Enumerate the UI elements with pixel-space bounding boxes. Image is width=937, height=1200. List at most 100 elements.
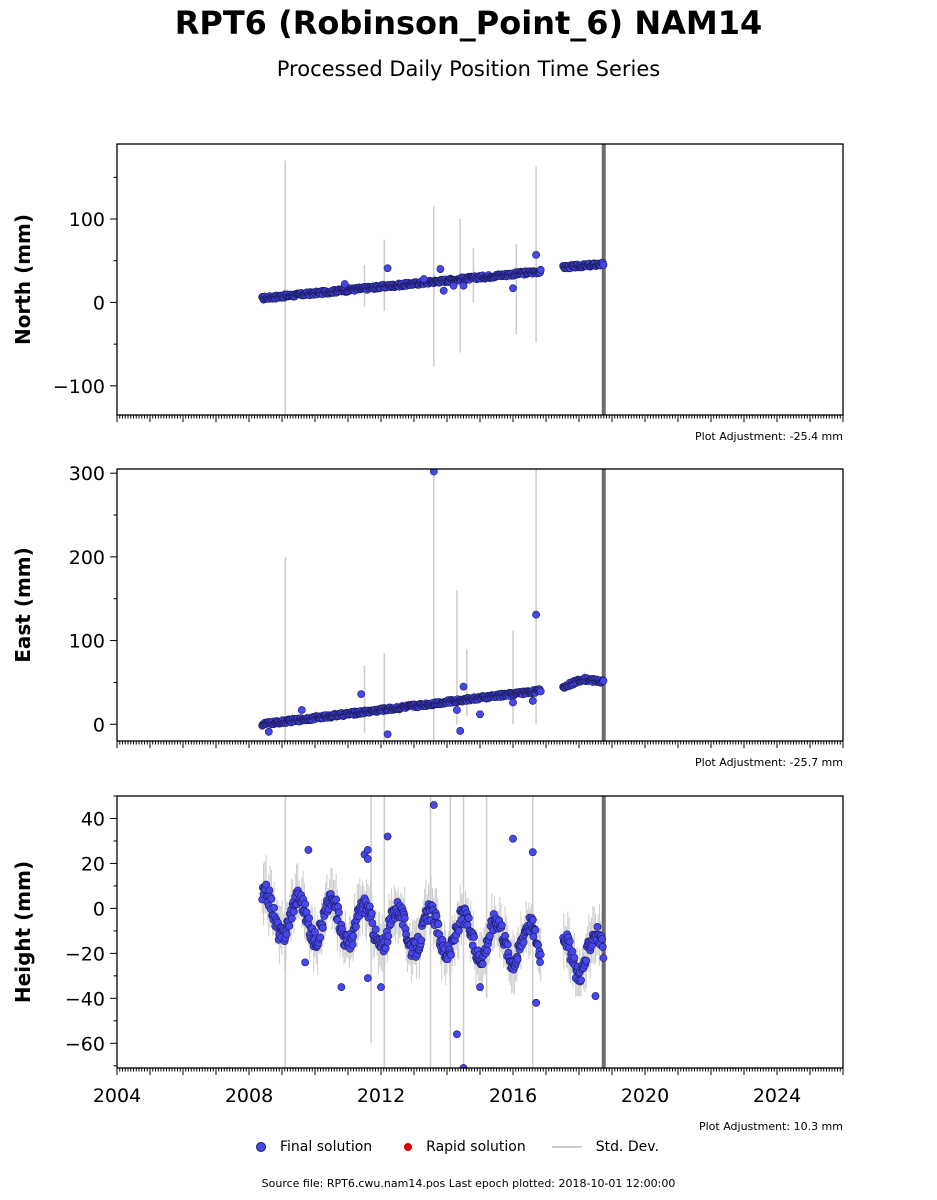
data-point	[476, 710, 484, 719]
data-point	[503, 940, 512, 949]
x-tick-label: 2016	[489, 1085, 537, 1107]
data-point	[565, 937, 574, 946]
data-point	[287, 914, 296, 923]
data-point	[464, 914, 473, 922]
y-axis-label: North (mm)	[11, 214, 35, 345]
panel-3: 2004 2008 2012 2016 2020 2024 −60 −40 −20 0 20 40 He…	[11, 795, 844, 1133]
data-point	[432, 912, 441, 920]
data-point	[577, 976, 585, 985]
data-point	[582, 956, 591, 965]
data-point	[509, 834, 517, 843]
data-point	[536, 958, 544, 967]
data-point	[509, 284, 517, 293]
data-point	[319, 924, 327, 932]
data-point	[297, 706, 306, 714]
data-point	[332, 895, 341, 904]
data-point	[301, 958, 309, 967]
data-point	[483, 946, 492, 955]
data-point	[528, 848, 537, 857]
data-point	[532, 251, 540, 259]
plot-area	[258, 469, 608, 741]
data-point	[383, 832, 392, 841]
data-point	[598, 935, 606, 943]
y-tick-label: 40	[81, 808, 105, 830]
data-point	[470, 933, 478, 941]
plot-adjustment-note: Plot Adjustment: -25.4 mm	[695, 430, 843, 443]
data-point	[262, 880, 271, 889]
x-tick-label: 2024	[753, 1085, 801, 1107]
source-footer: Source file: RPT6.cwu.nam14.pos Last epo…	[261, 1177, 676, 1190]
data-point	[570, 953, 579, 962]
data-point	[528, 696, 537, 705]
legend-label-std: Std. Dev.	[595, 1139, 659, 1155]
data-point	[459, 281, 468, 290]
legend-item-rapid: Rapid solution	[398, 1139, 526, 1155]
data-point	[439, 286, 448, 295]
x-tick-label: 2008	[225, 1085, 273, 1107]
data-point	[536, 265, 545, 274]
data-point	[301, 899, 309, 908]
data-point	[384, 932, 393, 940]
y-tick-label: −100	[53, 376, 105, 398]
chart-subtitle: Processed Daily Position Time Series	[276, 57, 661, 81]
y-tick-label: 0	[93, 898, 105, 920]
data-point	[452, 706, 461, 714]
data-point	[531, 926, 540, 935]
panel-1: −100 0 100 North (mm) Plot Adjustment: -25.4…	[11, 143, 844, 443]
data-point	[363, 855, 372, 863]
y-tick-label: 0	[93, 292, 105, 314]
data-point	[357, 690, 366, 699]
data-point	[599, 260, 608, 269]
data-point	[304, 846, 313, 854]
plot-area	[258, 144, 608, 415]
data-point	[434, 920, 443, 929]
data-point	[340, 280, 349, 288]
data-point	[417, 936, 426, 945]
panel-2: 0 100 200 300 East (mm) Plot Adjustment: -25.…	[11, 463, 844, 769]
y-tick-label: 0	[93, 714, 105, 736]
data-point	[509, 698, 517, 707]
y-tick-label: −20	[65, 943, 105, 965]
data-point	[519, 938, 528, 947]
plot-adjustment-note: Plot Adjustment: -25.7 mm	[695, 756, 843, 769]
y-tick-label: 200	[69, 547, 105, 569]
data-point	[449, 281, 458, 290]
x-tick-label: 2004	[93, 1085, 141, 1107]
data-point	[536, 687, 545, 696]
y-tick-label: −40	[65, 988, 105, 1010]
data-point	[532, 610, 540, 619]
data-point	[599, 954, 608, 962]
data-point	[476, 983, 484, 991]
x-tick-label: 2020	[621, 1085, 669, 1107]
legend-item-final: Final solution	[250, 1139, 372, 1155]
data-point	[447, 950, 455, 959]
data-point	[352, 922, 360, 931]
data-point	[478, 960, 487, 968]
data-point	[400, 914, 409, 923]
data-point	[536, 950, 545, 959]
data-point	[363, 846, 372, 854]
legend-item-std: Std. Dev.	[551, 1139, 659, 1155]
data-point	[334, 908, 343, 917]
chart-title: RPT6 (Robinson_Point_6) NAM14	[174, 4, 763, 42]
data-point	[456, 727, 465, 735]
plot-adjustment-note: Plot Adjustment: 10.3 mm	[699, 1120, 843, 1133]
data-point	[419, 275, 428, 283]
data-point	[429, 469, 438, 476]
data-point	[311, 928, 319, 937]
data-point	[305, 914, 313, 923]
data-point	[599, 676, 608, 685]
x-tick-label: 2012	[357, 1085, 405, 1107]
data-point	[367, 909, 376, 918]
y-tick-label: −60	[65, 1033, 105, 1055]
y-axis-label: East (mm)	[11, 547, 35, 663]
plot-area	[258, 796, 608, 1068]
data-point	[383, 264, 392, 273]
data-point	[529, 932, 538, 941]
data-point	[285, 922, 294, 930]
data-point	[381, 944, 390, 953]
legend-label-rapid: Rapid solution	[426, 1139, 526, 1155]
plot-frame	[116, 795, 844, 1069]
data-point	[436, 265, 445, 273]
